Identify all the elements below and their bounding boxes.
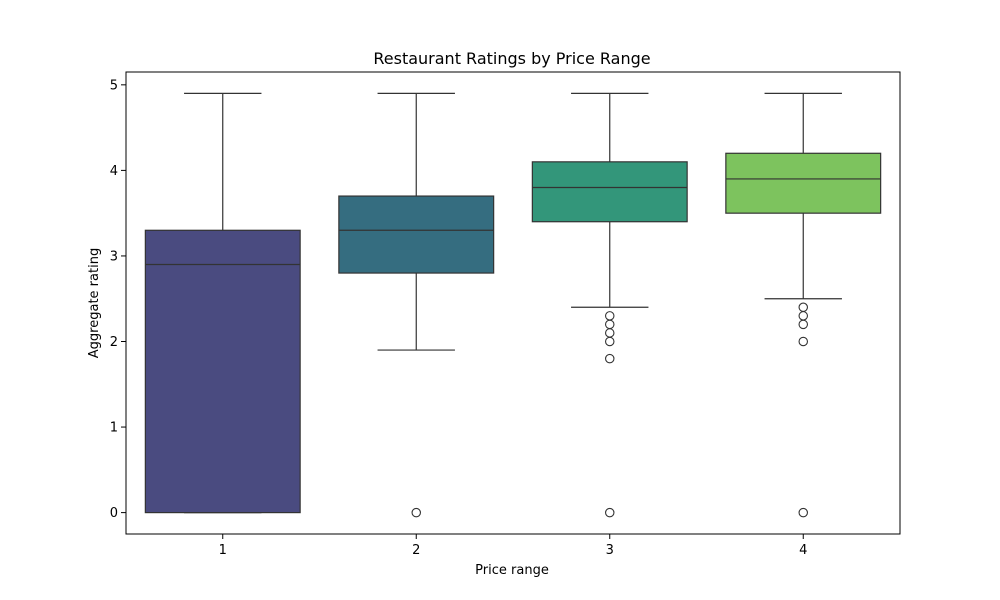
plot-area [144, 92, 882, 518]
box-group-2 [338, 92, 495, 518]
outlier-point [798, 311, 808, 321]
iqr-box [725, 152, 882, 214]
y-tick-label: 2 [110, 335, 118, 350]
iqr-box [144, 229, 301, 514]
y-tick-label: 0 [110, 506, 118, 521]
y-tick-label: 5 [110, 78, 118, 93]
outlier-point [604, 319, 615, 330]
y-tick-label: 4 [110, 164, 118, 179]
y-tick-label: 3 [110, 249, 118, 264]
x-tick-label: 4 [799, 543, 807, 558]
box-group-4 [725, 92, 882, 518]
y-tick-label: 1 [110, 421, 118, 436]
box-group-3 [531, 92, 688, 518]
plot-frame [125, 71, 901, 535]
x-tick-label: 2 [412, 543, 420, 558]
outlier-point [604, 336, 615, 347]
outlier-point [798, 507, 808, 518]
x-tick-label: 3 [606, 543, 614, 558]
outlier-point [798, 319, 808, 330]
outlier-point [604, 311, 615, 321]
box-group-1 [144, 92, 301, 514]
iqr-box [531, 161, 688, 223]
x-tick-label: 1 [219, 543, 227, 558]
x-axis-label: Price range [475, 563, 549, 578]
axes: 1 2 3 4 0 1 2 3 4 5 [110, 78, 808, 558]
iqr-box [338, 195, 495, 274]
y-axis-label: Aggregate rating [87, 248, 102, 358]
outlier-point [411, 507, 421, 518]
outlier-point [604, 507, 615, 518]
outlier-point [604, 328, 615, 338]
chart-title: Restaurant Ratings by Price Range [373, 49, 650, 68]
outlier-point [798, 302, 808, 313]
outlier-point [604, 353, 615, 364]
outlier-point [798, 336, 808, 347]
